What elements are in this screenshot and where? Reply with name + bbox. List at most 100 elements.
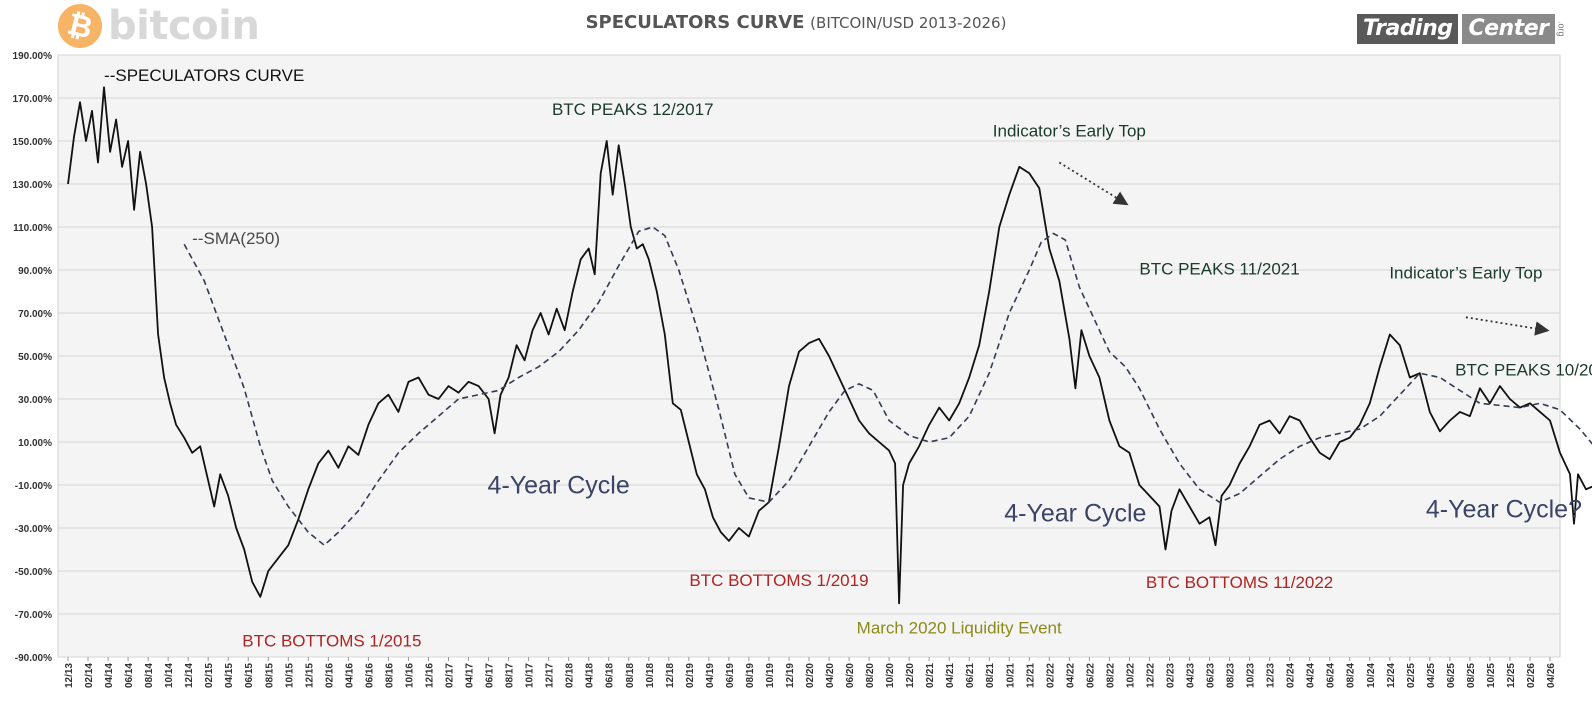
x-tick-label: 10/20 [885,663,896,688]
x-tick-label: 08/16 [384,663,395,688]
speculators-curve-line [67,86,1592,605]
annotation-group: --SPECULATORS CURVE --SMA(250) BTC PEAKS 1… [104,66,1592,650]
x-tick-label: 12/19 [785,663,796,688]
y-tick-label: 30.00% [18,395,52,406]
y-tick-label: 170.00% [13,94,53,105]
annotation-label: BTC PEAKS 11/2021 [1139,259,1299,278]
x-tick-label: 06/18 [605,663,616,688]
x-tick-label: 04/26 [1546,663,1557,688]
x-tick-label: 10/21 [1005,663,1016,688]
x-tick-label: 10/24 [1366,663,1377,688]
x-tick-label: 02/19 [685,663,696,688]
annotation-label: 4-Year Cycle? [1426,495,1582,523]
y-tick-label: 110.00% [13,223,52,234]
x-tick-label: 10/22 [1125,663,1136,688]
x-tick-label: 12/18 [665,663,676,688]
x-tick-label: 02/16 [324,663,335,688]
x-tick-label: 08/25 [1466,663,1477,688]
tradingcenter-logo: Trading Center .org [1357,12,1567,46]
x-tick-label: 04/23 [1186,663,1197,688]
x-tick-label: 06/19 [725,663,736,688]
x-tick-label: 08/19 [745,663,756,688]
sma-250-line [183,226,1592,546]
x-tick-label: 12/15 [304,663,315,688]
y-tick-label: 190.00% [13,51,53,62]
x-tick-label: 08/15 [264,663,275,688]
x-tick-label: 04/21 [945,663,956,688]
x-tick-label: 08/22 [1105,663,1116,688]
x-tick-label: 12/23 [1266,663,1277,688]
x-tick-label: 06/22 [1085,663,1096,688]
x-tick-label: 12/22 [1145,663,1156,688]
x-tick-label: 08/21 [985,663,996,688]
tradingcenter-logo-part1: Trading [1357,14,1459,44]
annotation-label: --SMA(250) [192,229,280,248]
y-tick-label: 70.00% [18,309,52,320]
x-tick-label: 10/19 [765,663,776,688]
x-tick-label: 04/25 [1426,663,1437,688]
annotation-label: --SPECULATORS CURVE [104,66,304,85]
x-tick-label: 06/16 [364,663,375,688]
x-tick-label: 12/25 [1506,663,1517,688]
x-tick-label: 02/14 [84,663,95,688]
x-tick-label: 04/22 [1065,663,1076,688]
annotation-label: March 2020 Liquidity Event [857,618,1062,637]
x-tick-label: 04/15 [224,663,235,688]
x-tick-label: 04/20 [825,663,836,688]
x-tick-label: 02/26 [1526,663,1537,688]
annotation-label: 4-Year Cycle [488,472,630,500]
y-tick-label: -50.00% [15,567,52,578]
annotation-label: Indicator’s Early Top [993,122,1146,141]
x-tick-label: 12/20 [905,663,916,688]
x-tick-label: 12/24 [1386,663,1397,688]
x-tick-label: 12/21 [1025,663,1036,688]
annotation-label: BTC PEAKS 12/2017 [552,100,714,119]
x-tick-label: 10/14 [164,663,175,688]
x-tick-label: 06/14 [124,663,135,688]
x-tick-label: 12/16 [424,663,435,688]
bitcoin-logo-word: bitcoin [108,3,260,49]
annotation-arrow [1465,316,1550,336]
x-tick-label: 02/17 [445,663,456,688]
x-tick-label: 06/24 [1326,663,1337,688]
bitcoin-logo: ₿ bitcoin [53,0,260,53]
x-tick-label: 10/15 [284,663,295,688]
annotation-label: Indicator’s Early Top [1389,264,1542,283]
y-tick-label: 50.00% [18,352,52,363]
y-tick-label: 150.00% [13,137,53,148]
x-tick-label: 04/24 [1306,663,1317,688]
x-tick-label: 06/15 [244,663,255,688]
x-tick-label: 06/21 [965,663,976,688]
x-tick-label: 08/14 [144,663,155,688]
x-tick-label: 08/17 [505,663,516,688]
x-tick-label: 10/18 [645,663,656,688]
x-tick-label: 06/17 [485,663,496,688]
series-group [67,86,1592,605]
x-tick-label: 02/22 [1045,663,1056,688]
x-tick-label: 04/19 [705,663,716,688]
x-tick-label: 04/14 [104,663,115,688]
annotation-label: BTC BOTTOMS 11/2022 [1146,573,1333,592]
x-tick-label: 10/23 [1246,663,1257,688]
x-tick-label: 04/17 [465,663,476,688]
x-tick-label: 02/18 [565,663,576,688]
x-tick-label: 02/25 [1406,663,1417,688]
y-tick-label: -30.00% [15,524,52,535]
x-tick-label: 12/17 [545,663,556,688]
x-tick-label: 08/18 [625,663,636,688]
x-axis: 12/13 02/14 04/14 06/14 08/14 10/14 12/14 02/15… [64,657,1557,688]
x-tick-label: 08/20 [865,663,876,688]
x-tick-label: 06/23 [1206,663,1217,688]
x-tick-label: 02/23 [1165,663,1176,688]
x-tick-label: 04/18 [585,663,596,688]
annotation-label: BTC PEAKS 10/2025 [1455,360,1592,379]
x-tick-label: 06/20 [845,663,856,688]
arrow-group [1058,161,1550,336]
y-tick-label: 90.00% [18,266,52,277]
x-tick-label: 10/17 [525,663,536,688]
x-tick-label: 02/24 [1286,663,1297,688]
chart-title-sub: (BITCOIN/USD 2013-2026) [810,14,1007,32]
y-tick-label: -90.00% [15,653,52,664]
x-tick-label: 02/20 [805,663,816,688]
